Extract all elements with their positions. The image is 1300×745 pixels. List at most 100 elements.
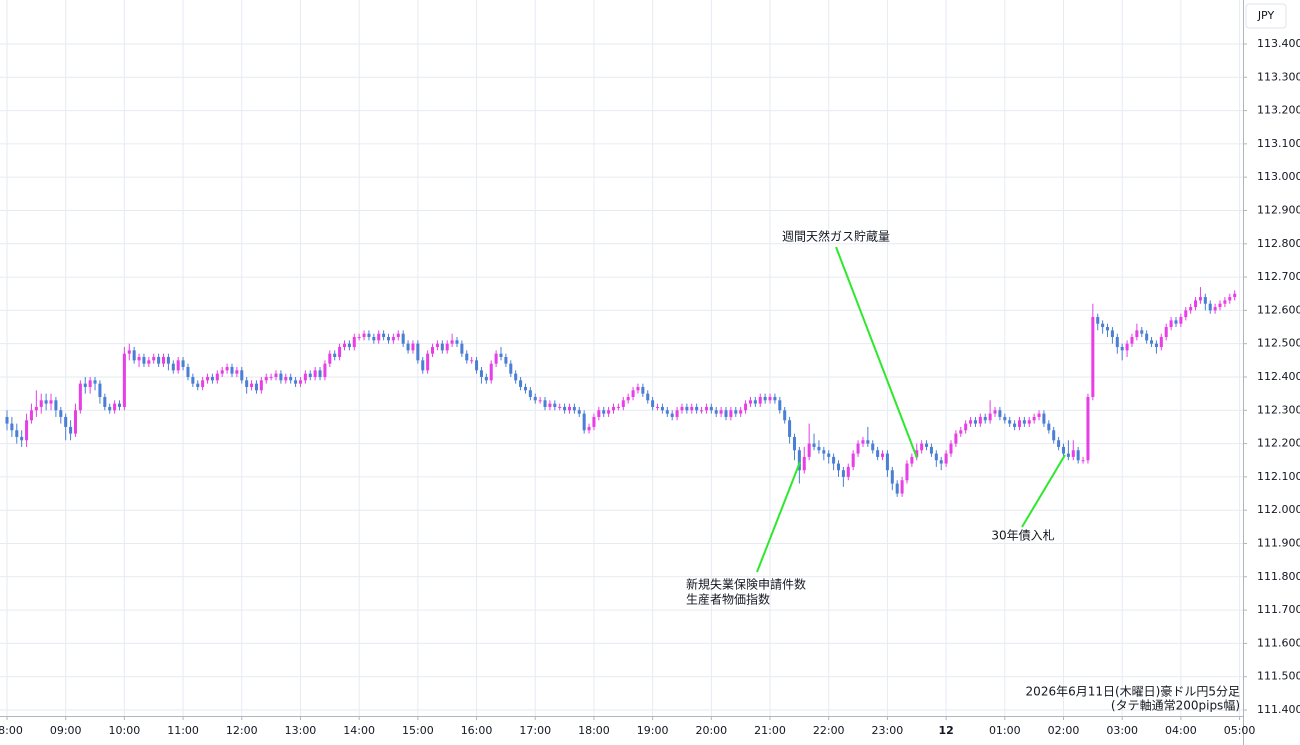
candle-body bbox=[245, 380, 249, 387]
chart-note: 2026年6月11日(木曜日)豪ドル円5分足 bbox=[1026, 684, 1240, 699]
candle-body bbox=[83, 383, 87, 387]
candle-body bbox=[69, 426, 73, 434]
candle-body bbox=[10, 423, 14, 431]
candle-body bbox=[685, 406, 689, 411]
candle-body bbox=[328, 353, 332, 364]
candle-body bbox=[660, 406, 664, 411]
candle-body bbox=[127, 350, 131, 354]
candle-body bbox=[910, 456, 914, 464]
candle-body bbox=[308, 373, 312, 377]
candle-body bbox=[607, 410, 611, 414]
candle-body bbox=[78, 383, 82, 411]
candle-body bbox=[758, 396, 762, 404]
candle-body bbox=[152, 357, 156, 361]
candle-body bbox=[739, 410, 743, 414]
candle-body bbox=[254, 383, 258, 391]
candle-body bbox=[587, 426, 591, 431]
candle-body bbox=[504, 357, 508, 364]
candle-body bbox=[978, 416, 982, 424]
candle-body bbox=[274, 373, 278, 377]
candle-body bbox=[1145, 333, 1149, 341]
candle-body bbox=[416, 343, 420, 361]
chart-note: (タテ軸通常200pips幅) bbox=[1111, 698, 1240, 713]
candle-body bbox=[680, 406, 684, 411]
candle-body bbox=[1189, 307, 1193, 311]
candle-body bbox=[925, 443, 929, 447]
candle-body bbox=[450, 340, 454, 344]
candle-body bbox=[973, 420, 977, 424]
candle-body bbox=[382, 333, 386, 338]
x-tick-label: 15:00 bbox=[402, 724, 434, 737]
candle-body bbox=[1213, 307, 1217, 311]
candle-body bbox=[215, 373, 219, 381]
candle-body bbox=[455, 340, 459, 344]
candle-body bbox=[64, 416, 68, 427]
y-tick-label: 113.200 bbox=[1257, 104, 1300, 117]
candle-body bbox=[206, 376, 210, 381]
candle-body bbox=[597, 410, 601, 417]
y-tick-label: 112.600 bbox=[1257, 303, 1300, 316]
candle-body bbox=[1203, 297, 1207, 304]
x-tick-label: 19:00 bbox=[637, 724, 669, 737]
candle-body bbox=[558, 406, 562, 408]
y-tick-label: 112.100 bbox=[1257, 470, 1300, 483]
y-tick-label: 113.000 bbox=[1257, 170, 1300, 183]
candle-body bbox=[161, 357, 166, 364]
candle-body bbox=[426, 353, 430, 371]
candle-body bbox=[1052, 430, 1056, 441]
candle-body bbox=[103, 396, 107, 407]
candle-body bbox=[773, 396, 777, 401]
candle-body bbox=[929, 446, 933, 454]
candle-body bbox=[240, 370, 244, 381]
candle-body bbox=[744, 403, 748, 411]
candle-body bbox=[944, 453, 948, 464]
candle-body bbox=[871, 443, 875, 451]
candle-body bbox=[1223, 300, 1227, 304]
candle-body bbox=[905, 463, 909, 481]
y-tick-label: 111.500 bbox=[1257, 670, 1300, 683]
candle-body bbox=[401, 333, 405, 344]
candle-body bbox=[367, 333, 371, 338]
candle-body bbox=[748, 400, 752, 404]
candle-body bbox=[1184, 310, 1188, 318]
candle-body bbox=[665, 410, 669, 414]
candle-body bbox=[484, 376, 488, 381]
axis-labels: 111.400 111.500 111.600 111.700 111.800 111.9… bbox=[0, 37, 1300, 737]
candle-body bbox=[538, 400, 542, 402]
candle-body bbox=[137, 357, 141, 361]
candle-body bbox=[797, 450, 801, 471]
candle-body bbox=[602, 410, 606, 414]
candle-body bbox=[885, 453, 889, 471]
annotation: 生産者物価指数 bbox=[686, 592, 770, 607]
y-tick-label: 111.600 bbox=[1257, 636, 1300, 649]
candle-body bbox=[700, 410, 704, 412]
candle-body bbox=[900, 480, 904, 494]
annotation: 週間天然ガス貯蔵量 bbox=[782, 229, 890, 244]
candle-body bbox=[646, 393, 650, 401]
candle-body bbox=[15, 430, 19, 437]
candle-body bbox=[724, 410, 728, 417]
candle-body bbox=[1003, 416, 1007, 421]
candle-body bbox=[1159, 337, 1163, 348]
candle-body bbox=[915, 450, 919, 457]
candle-body bbox=[592, 416, 596, 427]
y-axis-panel bbox=[1243, 0, 1300, 745]
candle-body bbox=[704, 406, 708, 411]
candle-body bbox=[98, 383, 102, 397]
x-tick-label: 14:00 bbox=[343, 724, 375, 737]
candle-body bbox=[494, 353, 498, 364]
candle-body bbox=[1096, 317, 1100, 324]
currency-badge bbox=[1245, 3, 1287, 29]
candle-body bbox=[489, 363, 493, 381]
x-tick-label: 20:00 bbox=[695, 724, 727, 737]
candle-body bbox=[108, 406, 112, 411]
candle-body bbox=[572, 406, 576, 411]
candle-body bbox=[1027, 420, 1031, 424]
candle-body bbox=[1057, 440, 1061, 447]
x-tick-label: 17:00 bbox=[519, 724, 551, 737]
candle-body bbox=[792, 436, 796, 451]
x-tick-label: 13:00 bbox=[285, 724, 317, 737]
candle-body bbox=[230, 366, 234, 374]
candle-body bbox=[1042, 413, 1046, 424]
